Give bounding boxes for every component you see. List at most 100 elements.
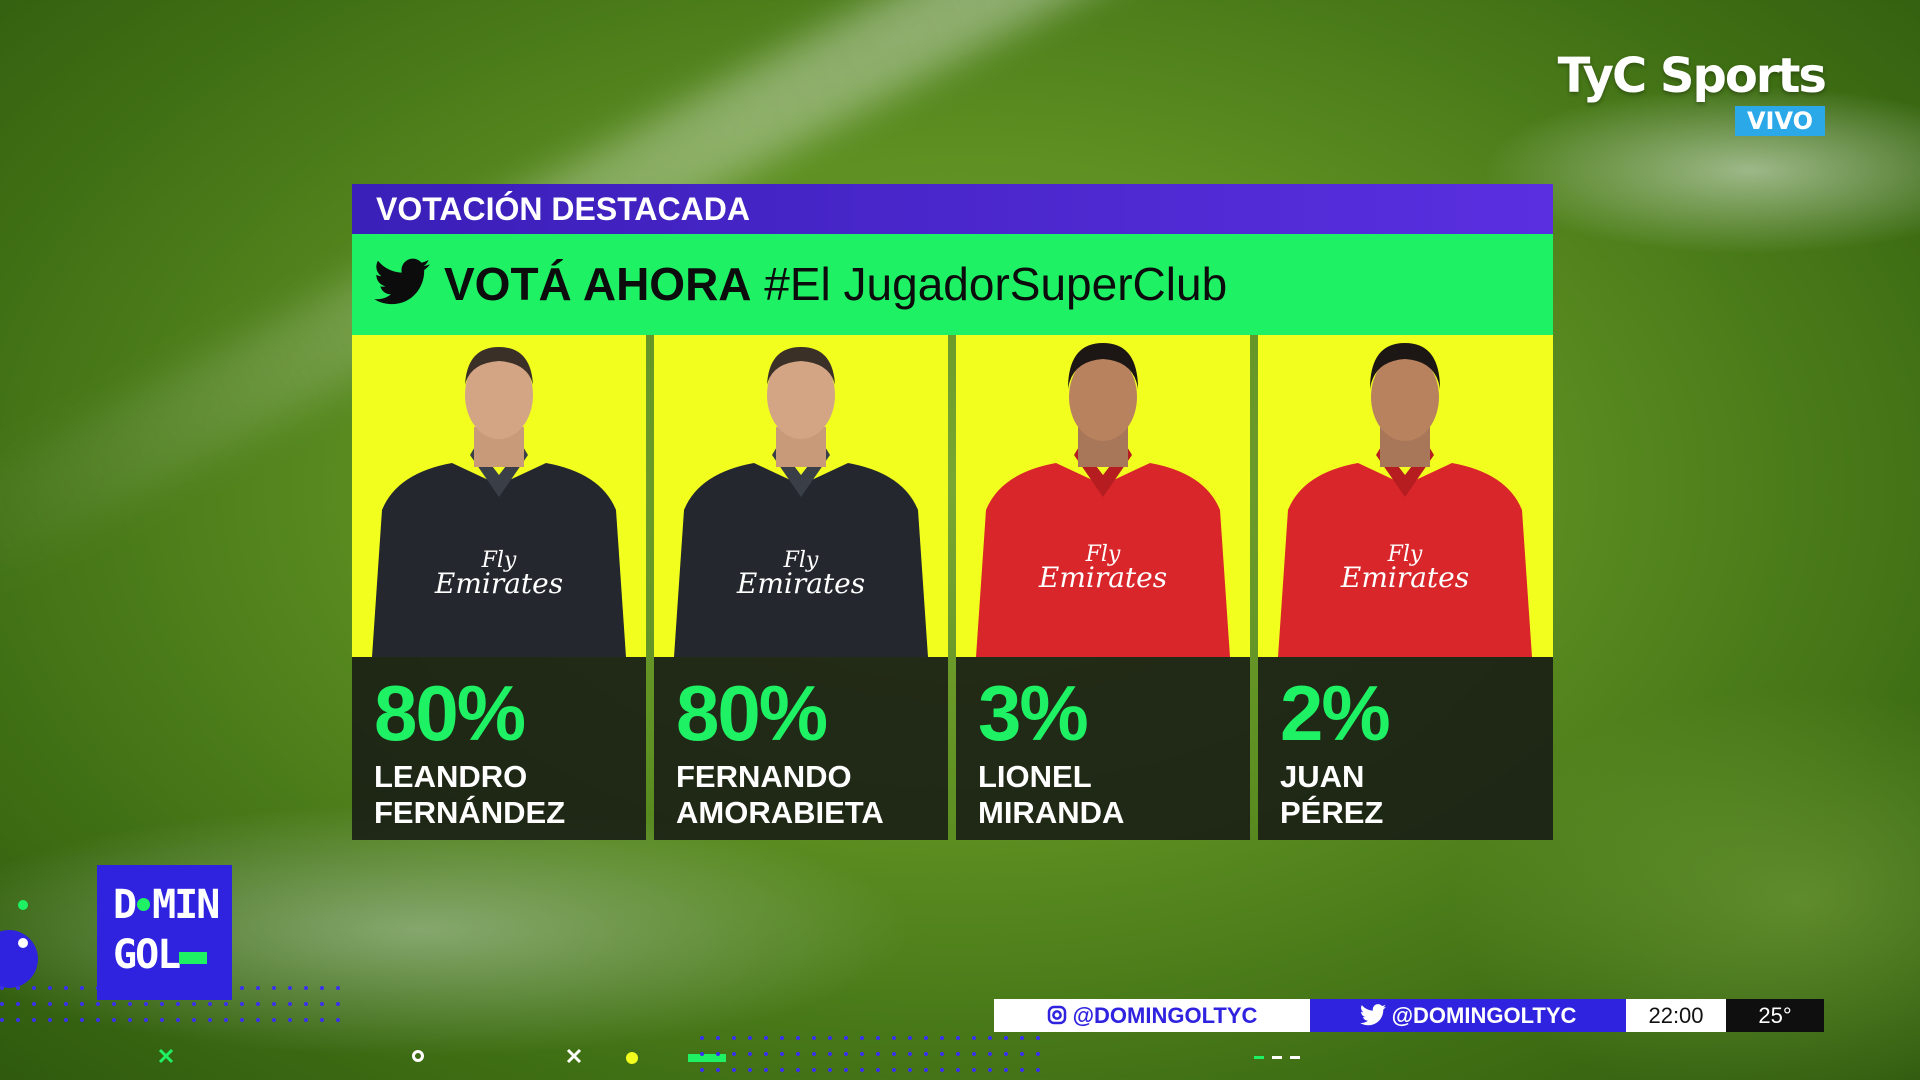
decorative-bar bbox=[688, 1054, 726, 1062]
decorative-dot bbox=[732, 1036, 736, 1040]
player-figure: Fly Emirates bbox=[1278, 343, 1532, 657]
decorative-dot bbox=[988, 1036, 992, 1040]
decorative-dot bbox=[780, 1068, 784, 1072]
decorative-dot bbox=[256, 1018, 260, 1022]
candidate-name: FERNANDO AMORABIETA bbox=[676, 759, 884, 831]
candidate-card: Fly Emirates 3% LIONEL MIRANDA bbox=[956, 335, 1250, 840]
decorative-dot bbox=[48, 1018, 52, 1022]
decorative-dot bbox=[812, 1052, 816, 1056]
decorative-dot bbox=[1004, 1036, 1008, 1040]
decorative-dot bbox=[336, 1018, 340, 1022]
decorative-dot bbox=[860, 1036, 864, 1040]
decorative-dot bbox=[272, 986, 276, 990]
decorative-dot bbox=[924, 1052, 928, 1056]
decorative-dot bbox=[256, 986, 260, 990]
decorative-dot-grid bbox=[700, 1036, 1050, 1076]
candidate-info: 80% LEANDRO FERNÁNDEZ bbox=[352, 657, 646, 840]
candidate-last-name: FERNÁNDEZ bbox=[374, 795, 566, 830]
decorative-dot bbox=[112, 1018, 116, 1022]
decorative-dot bbox=[844, 1052, 848, 1056]
candidate-cards: Fly Emirates 80% LEANDRO FERNÁNDEZ Fly Em… bbox=[352, 335, 1553, 840]
instagram-icon bbox=[1047, 1005, 1066, 1025]
decorative-dot bbox=[80, 986, 84, 990]
twitter-icon bbox=[1359, 1004, 1386, 1026]
kit-sponsor-line1: Fly bbox=[481, 548, 517, 573]
kit-sponsor-line2: Emirates bbox=[1340, 561, 1469, 594]
decorative-dot bbox=[80, 1018, 84, 1022]
decorative-dot bbox=[32, 1018, 36, 1022]
instagram-handle: @DOMINGOLTYC bbox=[994, 999, 1310, 1032]
candidate-first-name: JUAN bbox=[1280, 759, 1365, 794]
decorative-ring bbox=[412, 1050, 424, 1062]
decorative-dot bbox=[972, 1068, 976, 1072]
decorative-dot bbox=[1036, 1052, 1040, 1056]
decorative-dot bbox=[64, 1002, 68, 1006]
candidate-first-name: LEANDRO bbox=[374, 759, 528, 794]
decorative-dot bbox=[700, 1068, 704, 1072]
decorative-dot bbox=[940, 1036, 944, 1040]
decorative-dot bbox=[940, 1068, 944, 1072]
vote-percentage: 2% bbox=[1280, 669, 1391, 757]
decorative-dot bbox=[1004, 1068, 1008, 1072]
decorative-dot bbox=[876, 1052, 880, 1056]
voting-panel: VOTACIÓN DESTACADA VOTÁ AHORA #El Jugado… bbox=[352, 184, 1553, 840]
temperature: 25° bbox=[1726, 999, 1824, 1032]
decorative-dot bbox=[304, 1002, 308, 1006]
decorative-dot bbox=[626, 1052, 638, 1064]
decorative-dot bbox=[876, 1068, 880, 1072]
decorative-dot bbox=[828, 1036, 832, 1040]
decorative-dot bbox=[716, 1068, 720, 1072]
candidate-last-name: PÉREZ bbox=[1280, 795, 1384, 830]
decorative-dot bbox=[288, 1002, 292, 1006]
decorative-dot bbox=[288, 1018, 292, 1022]
decorative-dot bbox=[192, 1002, 196, 1006]
candidate-first-name: LIONEL bbox=[978, 759, 1092, 794]
kit-sponsor-line1: Fly bbox=[1085, 542, 1121, 567]
decorative-dot bbox=[972, 1036, 976, 1040]
decorative-dot bbox=[908, 1036, 912, 1040]
decorative-dot bbox=[892, 1052, 896, 1056]
decorative-dot bbox=[48, 1002, 52, 1006]
candidate-card: Fly Emirates 80% LEANDRO FERNÁNDEZ bbox=[352, 335, 646, 840]
decorative-dot bbox=[272, 1002, 276, 1006]
decorative-dot bbox=[716, 1052, 720, 1056]
decorative-dot bbox=[48, 986, 52, 990]
decorative-dot bbox=[240, 1002, 244, 1006]
decorative-dot bbox=[256, 1002, 260, 1006]
decorative-dot bbox=[96, 1002, 100, 1006]
kit-sponsor-line1: Fly bbox=[1387, 542, 1423, 567]
decorative-dot bbox=[320, 1018, 324, 1022]
decorative-dot bbox=[64, 1018, 68, 1022]
decorative-dot bbox=[924, 1036, 928, 1040]
decorative-dot bbox=[320, 1002, 324, 1006]
decorative-dot bbox=[748, 1068, 752, 1072]
decorative-dot bbox=[16, 986, 20, 990]
decorative-dot bbox=[956, 1036, 960, 1040]
decorative-dash bbox=[1272, 1056, 1282, 1059]
player-figure: Fly Emirates bbox=[976, 343, 1230, 657]
decorative-dot bbox=[908, 1068, 912, 1072]
decorative-dot bbox=[160, 1002, 164, 1006]
panel-header: VOTACIÓN DESTACADA bbox=[352, 184, 1553, 234]
decorative-dot bbox=[32, 1002, 36, 1006]
decorative-dot bbox=[128, 1002, 132, 1006]
decorative-dot bbox=[96, 1018, 100, 1022]
decorative-dot bbox=[892, 1068, 896, 1072]
decorative-dot bbox=[700, 1036, 704, 1040]
decorative-dot bbox=[1020, 1052, 1024, 1056]
decorative-dot bbox=[80, 1002, 84, 1006]
decorative-dash bbox=[1254, 1056, 1264, 1059]
decorative-dot bbox=[844, 1036, 848, 1040]
decorative-x bbox=[566, 1048, 582, 1064]
decorative-dot bbox=[176, 1002, 180, 1006]
decorative-dot bbox=[876, 1036, 880, 1040]
live-badge: VIVO bbox=[1734, 106, 1825, 136]
broadcaster-logo: TyC Sports VIVO bbox=[1558, 48, 1827, 138]
decorative-dot bbox=[208, 1002, 212, 1006]
candidate-info: 80% FERNANDO AMORABIETA bbox=[654, 657, 948, 840]
decorative-dash bbox=[1290, 1056, 1300, 1059]
clock: 22:00 bbox=[1626, 999, 1726, 1032]
decorative-dot bbox=[192, 1018, 196, 1022]
decorative-dot bbox=[1036, 1036, 1040, 1040]
twitter-handle: @DOMINGOLTYC bbox=[1310, 999, 1626, 1032]
